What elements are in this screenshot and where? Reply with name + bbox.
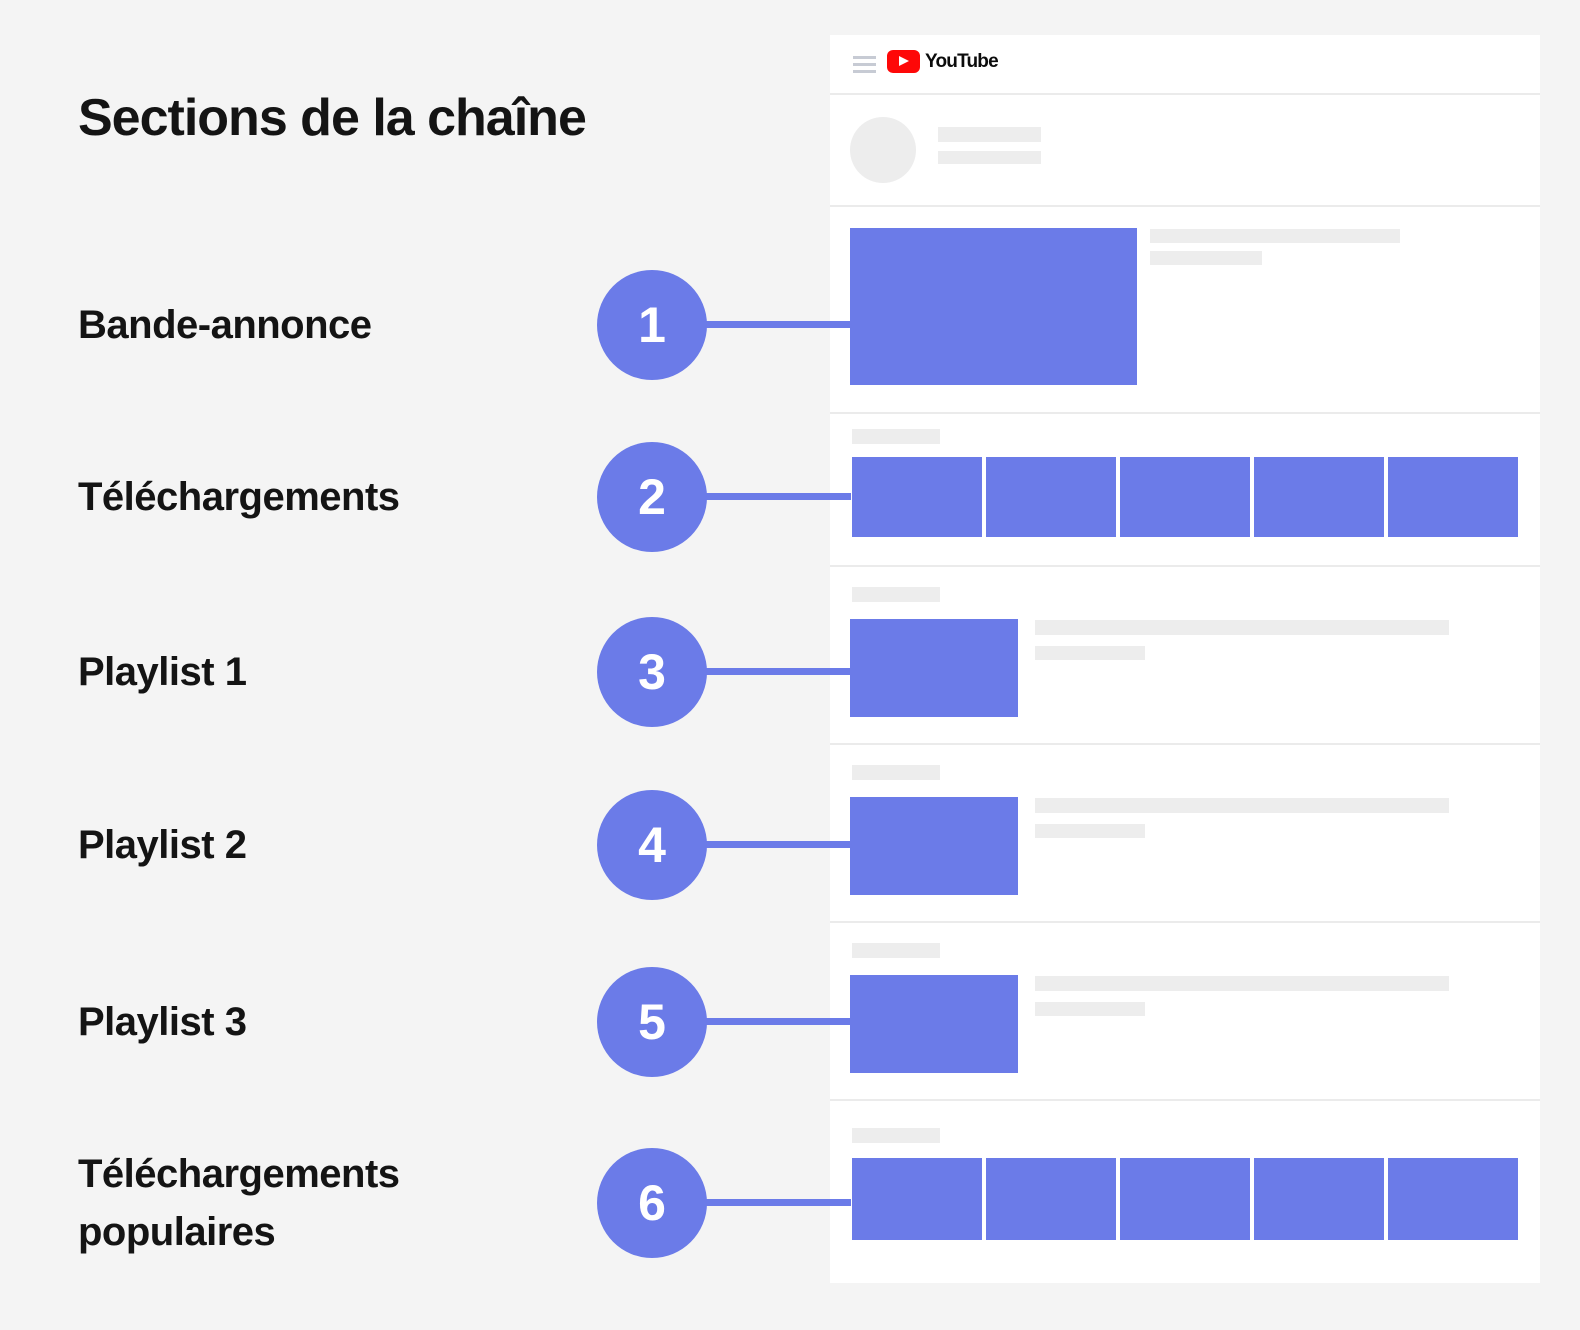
row-label-trailer: Bande-annonce: [78, 303, 372, 347]
youtube-logo[interactable]: YouTube: [887, 50, 999, 73]
youtube-play-icon: [887, 50, 920, 73]
connector-line-2: [650, 493, 851, 500]
video-thumbnail[interactable]: [1388, 457, 1518, 537]
step-circle-2: 2: [597, 442, 707, 552]
channel-subscribers-placeholder: [938, 151, 1041, 164]
video-thumbnail[interactable]: [1120, 1158, 1250, 1240]
step-circle-4: 4: [597, 790, 707, 900]
step-number-3: 3: [638, 644, 666, 700]
section-divider: [830, 921, 1540, 923]
page-title: Sections de la chaîne: [78, 89, 587, 147]
step-number-5: 5: [638, 994, 666, 1050]
connector-line-1: [650, 321, 851, 328]
popular-uploads-section-title-placeholder: [852, 1128, 940, 1143]
playlist1-meta-placeholder: [1035, 646, 1145, 660]
playlist3-meta-placeholder: [1035, 1002, 1145, 1016]
row-label-playlist-3: Playlist 3: [78, 1000, 247, 1044]
playlist1-thumbnail[interactable]: [850, 619, 1018, 717]
trailer-meta-placeholder: [1150, 251, 1262, 265]
channel-avatar[interactable]: [850, 117, 916, 183]
video-thumbnail[interactable]: [1254, 1158, 1384, 1240]
video-thumbnail[interactable]: [1120, 457, 1250, 537]
trailer-title-placeholder: [1150, 229, 1400, 243]
popular-uploads-thumbnail-row: [852, 1158, 1518, 1240]
video-thumbnail[interactable]: [986, 457, 1116, 537]
step-number-4: 4: [638, 817, 666, 873]
step-circle-1: 1: [597, 270, 707, 380]
connector-line-4: [650, 841, 851, 848]
step-number-2: 2: [638, 469, 666, 525]
video-thumbnail[interactable]: [1388, 1158, 1518, 1240]
row-label-playlist-2: Playlist 2: [78, 823, 247, 867]
trailer-video-thumbnail[interactable]: [850, 228, 1137, 385]
connector-line-5: [650, 1018, 851, 1025]
playlist1-title-placeholder: [1035, 620, 1449, 635]
row-label-playlist-1: Playlist 1: [78, 650, 247, 694]
video-thumbnail[interactable]: [1254, 457, 1384, 537]
step-circle-6: 6: [597, 1148, 707, 1258]
video-thumbnail[interactable]: [852, 1158, 982, 1240]
connector-line-3: [650, 668, 851, 675]
playlist2-section-title-placeholder: [852, 765, 940, 780]
uploads-thumbnail-row: [852, 457, 1518, 537]
step-circle-5: 5: [597, 967, 707, 1077]
section-divider: [830, 1099, 1540, 1101]
youtube-wordmark: YouTube: [925, 50, 999, 72]
playlist1-section-title-placeholder: [852, 587, 940, 602]
video-thumbnail[interactable]: [852, 457, 982, 537]
section-divider: [830, 743, 1540, 745]
connector-line-6: [650, 1199, 851, 1206]
uploads-section-title-placeholder: [852, 429, 940, 444]
video-thumbnail[interactable]: [986, 1158, 1116, 1240]
header-divider: [830, 93, 1540, 95]
menu-icon[interactable]: [853, 56, 876, 73]
youtube-mockup-card: YouTube: [830, 35, 1540, 1283]
section-divider: [830, 565, 1540, 567]
section-divider: [830, 412, 1540, 414]
step-number-6: 6: [638, 1175, 666, 1231]
playlist3-section-title-placeholder: [852, 943, 940, 958]
row-label-uploads: Téléchargements: [78, 475, 400, 519]
playlist2-title-placeholder: [1035, 798, 1449, 813]
playlist3-thumbnail[interactable]: [850, 975, 1018, 1073]
step-number-1: 1: [638, 297, 666, 353]
step-circle-3: 3: [597, 617, 707, 727]
row-label-popular-uploads: Téléchargements populaires: [78, 1152, 400, 1254]
playlist2-thumbnail[interactable]: [850, 797, 1018, 895]
playlist3-title-placeholder: [1035, 976, 1449, 991]
section-divider: [830, 205, 1540, 207]
playlist2-meta-placeholder: [1035, 824, 1145, 838]
channel-name-placeholder: [938, 127, 1041, 142]
